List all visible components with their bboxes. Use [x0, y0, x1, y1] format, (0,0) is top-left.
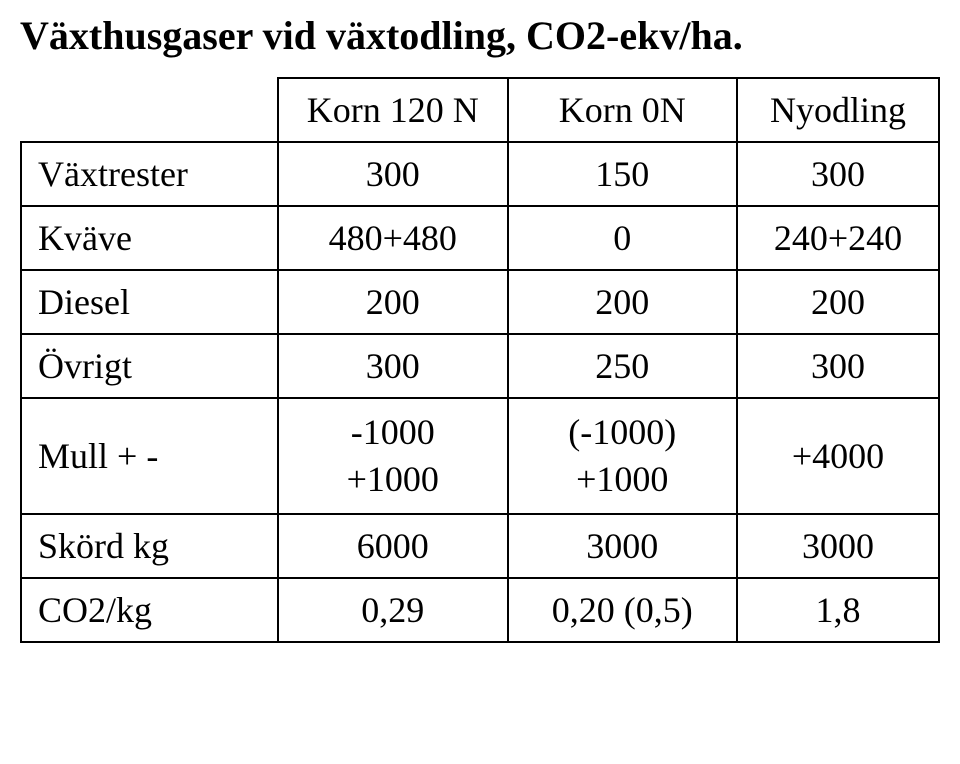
table-row: Diesel200200200	[21, 270, 939, 334]
table-cell: 480+480	[278, 206, 508, 270]
table-cell: 3000	[508, 514, 738, 578]
table-cell: 300	[737, 142, 939, 206]
row-label: CO2/kg	[21, 578, 278, 642]
table-cell: 240+240	[737, 206, 939, 270]
table-cell-line: +1000	[525, 456, 721, 503]
table-cell: 200	[737, 270, 939, 334]
table-row: Växtrester300150300	[21, 142, 939, 206]
row-label: Skörd kg	[21, 514, 278, 578]
table-header-row: Korn 120 N Korn 0N Nyodling	[21, 78, 939, 142]
table-cell: +4000	[737, 398, 939, 514]
table-cell: 250	[508, 334, 738, 398]
table-row: Kväve480+4800240+240	[21, 206, 939, 270]
table-cell: 300	[737, 334, 939, 398]
table-cell: 0,29	[278, 578, 508, 642]
header-col-2: Korn 0N	[508, 78, 738, 142]
table-cell: 300	[278, 334, 508, 398]
table-row: Mull + --1000+1000(-1000)+1000+4000	[21, 398, 939, 514]
table-cell: 0,20 (0,5)	[508, 578, 738, 642]
table-cell: 200	[278, 270, 508, 334]
row-label: Kväve	[21, 206, 278, 270]
row-label: Övrigt	[21, 334, 278, 398]
table-row: CO2/kg0,290,20 (0,5)1,8	[21, 578, 939, 642]
table-cell: 0	[508, 206, 738, 270]
table-row: Skörd kg600030003000	[21, 514, 939, 578]
header-empty	[21, 78, 278, 142]
table-cell: 150	[508, 142, 738, 206]
table-cell: (-1000)+1000	[508, 398, 738, 514]
header-col-1: Korn 120 N	[278, 78, 508, 142]
emissions-table: Korn 120 N Korn 0N Nyodling Växtrester30…	[20, 77, 940, 643]
table-cell-line: (-1000)	[525, 409, 721, 456]
table-row: Övrigt300250300	[21, 334, 939, 398]
table-cell: 3000	[737, 514, 939, 578]
table-cell: 300	[278, 142, 508, 206]
row-label: Växtrester	[21, 142, 278, 206]
table-cell-line: +1000	[295, 456, 491, 503]
table-cell: 1,8	[737, 578, 939, 642]
table-cell-line: -1000	[295, 409, 491, 456]
row-label: Diesel	[21, 270, 278, 334]
page-title: Växthusgaser vid växtodling, CO2-ekv/ha.	[20, 12, 940, 59]
header-col-3: Nyodling	[737, 78, 939, 142]
table-cell: 6000	[278, 514, 508, 578]
row-label: Mull + -	[21, 398, 278, 514]
table-cell: -1000+1000	[278, 398, 508, 514]
table-cell: 200	[508, 270, 738, 334]
